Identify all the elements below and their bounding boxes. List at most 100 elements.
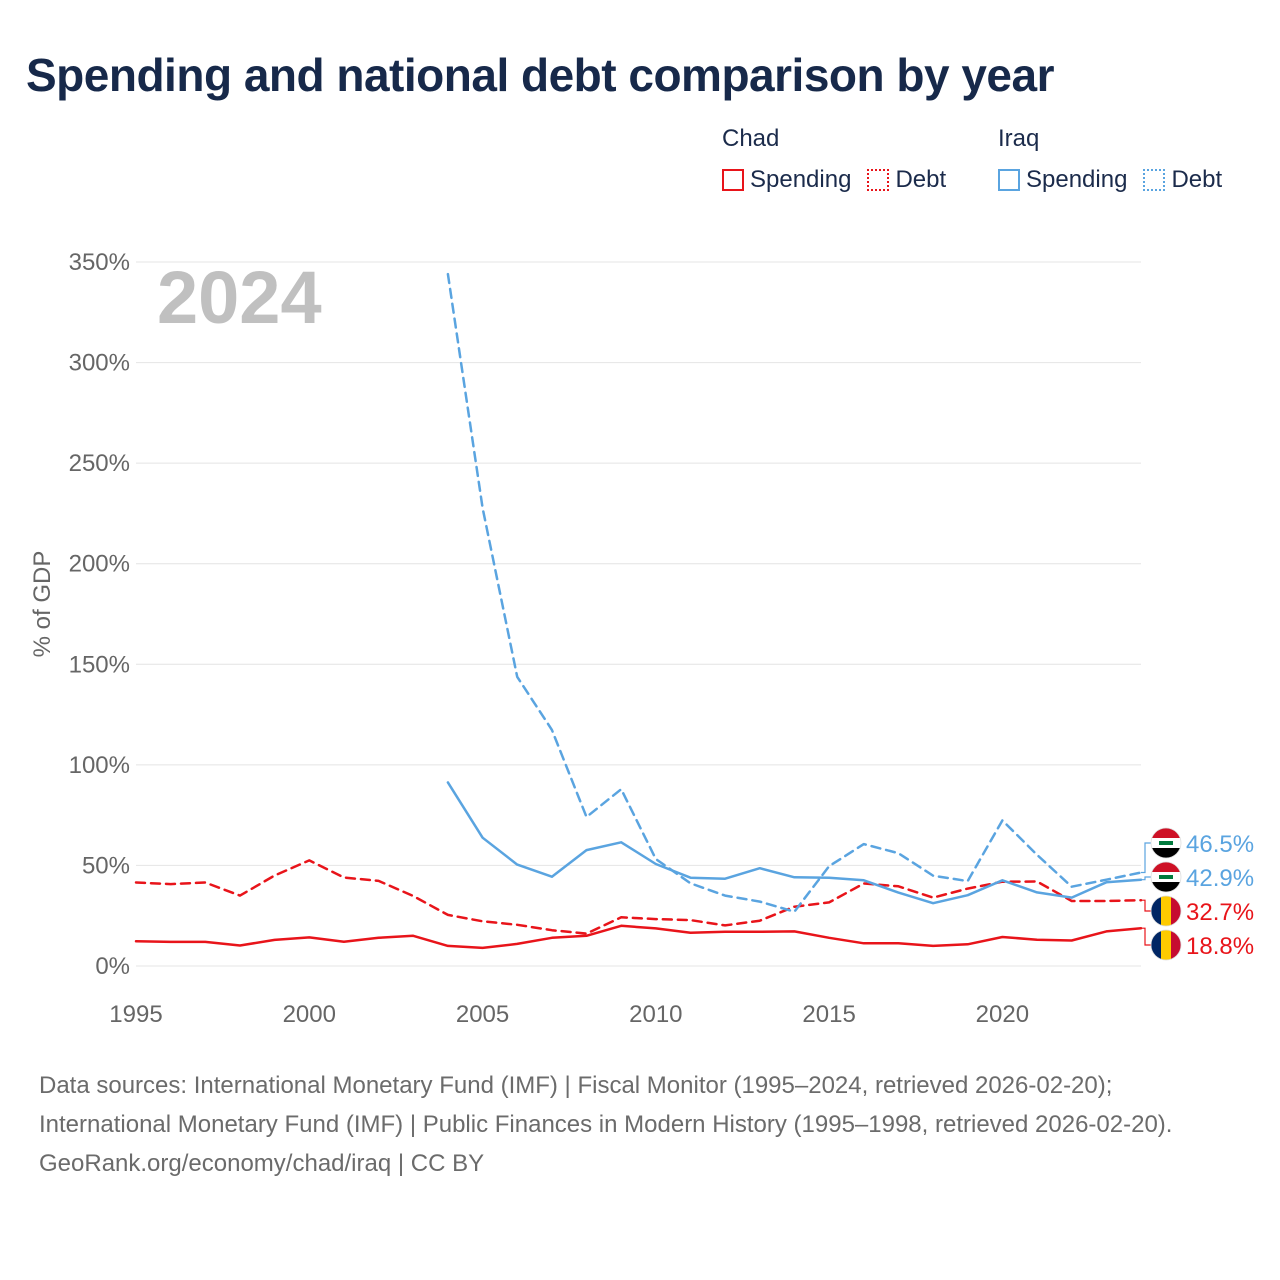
legend-item-chad-spending[interactable]: Spending <box>722 166 851 194</box>
legend-item-chad-debt[interactable]: Debt <box>867 166 946 194</box>
data-point[interactable] <box>722 876 728 882</box>
data-point[interactable] <box>895 850 901 856</box>
data-point[interactable] <box>1103 898 1109 904</box>
data-point[interactable] <box>653 856 659 862</box>
data-point[interactable] <box>687 917 693 923</box>
data-point[interactable] <box>965 941 971 947</box>
data-point[interactable] <box>895 940 901 946</box>
data-point[interactable] <box>687 880 693 886</box>
data-point[interactable] <box>514 941 520 947</box>
data-point[interactable] <box>272 937 278 943</box>
data-point[interactable] <box>965 878 971 884</box>
data-point[interactable] <box>445 271 451 277</box>
data-point[interactable] <box>514 674 520 680</box>
data-point[interactable] <box>722 922 728 928</box>
data-point[interactable] <box>861 940 867 946</box>
data-point[interactable] <box>757 865 763 871</box>
data-point[interactable] <box>1103 877 1109 883</box>
series-line-iraq-debt[interactable] <box>446 272 1143 913</box>
data-point[interactable] <box>584 931 590 937</box>
data-point[interactable] <box>930 943 936 949</box>
data-point[interactable] <box>237 942 243 948</box>
data-point[interactable] <box>514 922 520 928</box>
data-point[interactable] <box>549 927 555 933</box>
data-point[interactable] <box>133 880 139 886</box>
data-point[interactable] <box>306 857 312 863</box>
data-point[interactable] <box>237 893 243 899</box>
data-point[interactable] <box>930 895 936 901</box>
data-point[interactable] <box>757 899 763 905</box>
data-point[interactable] <box>376 878 382 884</box>
data-point[interactable] <box>1103 928 1109 934</box>
data-point[interactable] <box>168 881 174 887</box>
data-point[interactable] <box>687 930 693 936</box>
data-point[interactable] <box>826 875 832 881</box>
data-point[interactable] <box>445 912 451 918</box>
data-point[interactable] <box>202 880 208 886</box>
data-point[interactable] <box>861 841 867 847</box>
data-point[interactable] <box>861 877 867 883</box>
data-point[interactable] <box>930 900 936 906</box>
data-point[interactable] <box>549 727 555 733</box>
data-point[interactable] <box>757 929 763 935</box>
data-point[interactable] <box>549 935 555 941</box>
data-point[interactable] <box>514 862 520 868</box>
data-point[interactable] <box>895 883 901 889</box>
data-point[interactable] <box>791 909 797 915</box>
data-point[interactable] <box>618 839 624 845</box>
data-point[interactable] <box>584 814 590 820</box>
data-point[interactable] <box>410 893 416 899</box>
data-point[interactable] <box>480 505 486 511</box>
data-point[interactable] <box>618 914 624 920</box>
data-point[interactable] <box>618 923 624 929</box>
data-point[interactable] <box>445 779 451 785</box>
data-point[interactable] <box>826 935 832 941</box>
data-point[interactable] <box>306 934 312 940</box>
data-point[interactable] <box>480 945 486 951</box>
data-point[interactable] <box>480 918 486 924</box>
data-point[interactable] <box>965 892 971 898</box>
series-line-iraq-spending[interactable] <box>446 781 1143 905</box>
legend-item-iraq-spending[interactable]: Spending <box>998 166 1127 194</box>
data-point[interactable] <box>445 943 451 949</box>
data-point[interactable] <box>791 928 797 934</box>
data-point[interactable] <box>999 934 1005 940</box>
data-point[interactable] <box>133 938 139 944</box>
data-point[interactable] <box>895 890 901 896</box>
data-point[interactable] <box>1069 895 1075 901</box>
data-point[interactable] <box>1069 937 1075 943</box>
data-point[interactable] <box>722 893 728 899</box>
data-point[interactable] <box>1069 884 1075 890</box>
data-point[interactable] <box>999 877 1005 883</box>
series-line-chad-spending[interactable] <box>134 924 1143 950</box>
data-point[interactable] <box>272 872 278 878</box>
data-point[interactable] <box>1034 889 1040 895</box>
data-point[interactable] <box>618 786 624 792</box>
data-point[interactable] <box>341 939 347 945</box>
data-point[interactable] <box>376 935 382 941</box>
data-point[interactable] <box>1034 852 1040 858</box>
legend-item-iraq-debt[interactable]: Debt <box>1143 166 1222 194</box>
data-point[interactable] <box>722 929 728 935</box>
data-point[interactable] <box>687 875 693 881</box>
data-point[interactable] <box>480 835 486 841</box>
data-point[interactable] <box>999 817 1005 823</box>
data-point[interactable] <box>168 939 174 945</box>
data-point[interactable] <box>410 933 416 939</box>
data-point[interactable] <box>930 873 936 879</box>
data-point[interactable] <box>791 874 797 880</box>
data-point[interactable] <box>1034 879 1040 885</box>
data-point[interactable] <box>965 886 971 892</box>
data-point[interactable] <box>202 939 208 945</box>
data-point[interactable] <box>549 874 555 880</box>
data-point[interactable] <box>826 899 832 905</box>
data-point[interactable] <box>757 918 763 924</box>
data-point[interactable] <box>341 874 347 880</box>
series-line-chad-debt[interactable] <box>134 859 1143 935</box>
data-point[interactable] <box>826 863 832 869</box>
attribution-link[interactable]: GeoRank.org/economy/chad/iraq | CC BY <box>39 1150 485 1177</box>
data-point[interactable] <box>584 847 590 853</box>
data-point[interactable] <box>653 925 659 931</box>
data-point[interactable] <box>1034 937 1040 943</box>
data-point[interactable] <box>653 916 659 922</box>
